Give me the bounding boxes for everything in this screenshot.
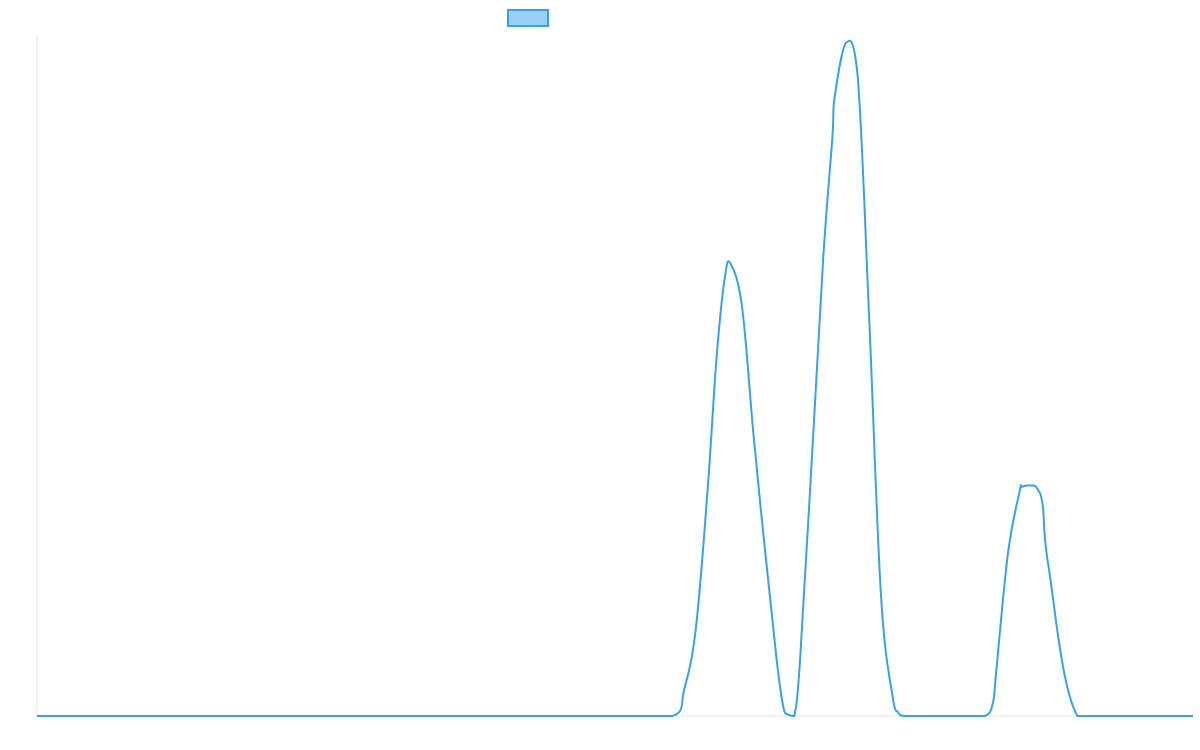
series-line bbox=[37, 39, 1193, 717]
legend[interactable] bbox=[507, 9, 549, 27]
legend-swatch[interactable] bbox=[507, 9, 549, 27]
